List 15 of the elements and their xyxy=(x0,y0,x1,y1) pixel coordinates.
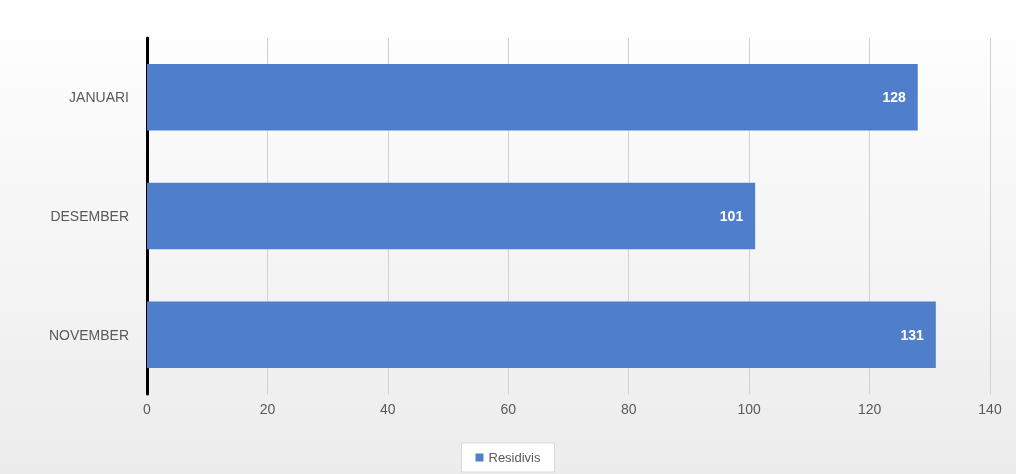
x-tick-label: 60 xyxy=(500,401,517,417)
x-tick-label: 120 xyxy=(857,401,882,417)
y-tick-label: JANUARI xyxy=(69,89,129,106)
y-tick-label: DESEMBER xyxy=(50,208,129,224)
y-tick-label: NOVEMBER xyxy=(48,326,129,343)
x-tick-label: 100 xyxy=(737,401,762,417)
x-tick-label: 20 xyxy=(259,401,276,417)
legend-label: Residivis xyxy=(488,450,542,465)
x-tick-label: 80 xyxy=(620,401,637,417)
data-label: 101 xyxy=(719,208,744,224)
x-tick-label: 140 xyxy=(978,401,1002,417)
data-label: 128 xyxy=(882,89,906,106)
x-tick-label: 40 xyxy=(380,401,396,417)
x-tick-label: 0 xyxy=(143,401,152,417)
data-label: 131 xyxy=(900,326,925,343)
